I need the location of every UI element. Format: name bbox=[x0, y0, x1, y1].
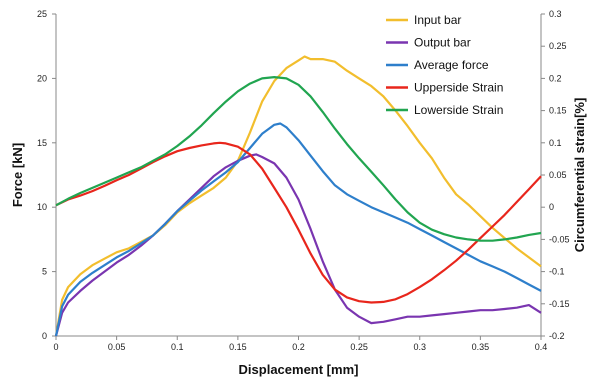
legend-label-output-bar: Output bar bbox=[414, 36, 471, 50]
y-tick-label: 20 bbox=[37, 73, 47, 83]
y-tick-label: 10 bbox=[37, 202, 47, 212]
x-tick-label: 0.15 bbox=[229, 342, 247, 352]
output-bar-line bbox=[54, 153, 542, 337]
average-force-line bbox=[54, 122, 542, 337]
y-right-tick-label: 0.15 bbox=[549, 106, 567, 116]
y-right-axis-title: Circumferential strain[%] bbox=[572, 98, 587, 253]
y-tick-label: 0 bbox=[42, 331, 47, 341]
y-right-axis-ticks: -0.2 -0.15 -0.1 -0.05 0 0.05 0.1 0.15 0.2 0.25 0.3 bbox=[541, 9, 570, 341]
x-tick-label: 0.25 bbox=[350, 342, 368, 352]
y-tick-label: 25 bbox=[37, 9, 47, 19]
y-tick-label: 5 bbox=[42, 267, 47, 277]
legend-label-average-force: Average force bbox=[414, 58, 489, 72]
legend-label-upperside-strain: Upperside Strain bbox=[414, 81, 503, 95]
y-right-tick-label: 0 bbox=[549, 202, 554, 212]
y-right-tick-label: -0.15 bbox=[549, 299, 570, 309]
x-tick-label: 0.05 bbox=[108, 342, 126, 352]
y-axis-title: Force [kN] bbox=[10, 143, 25, 207]
upperside-strain-line bbox=[55, 141, 542, 304]
y-right-tick-label: 0.3 bbox=[549, 9, 562, 19]
y-right-tick-label: 0.1 bbox=[549, 138, 562, 148]
x-tick-label: 0 bbox=[53, 342, 58, 352]
y-right-tick-label: 0.05 bbox=[549, 170, 567, 180]
y-right-tick-label: -0.1 bbox=[549, 267, 565, 277]
legend-label-input-bar: Input bar bbox=[414, 13, 461, 27]
legend-label-lowerside-strain: Lowerside Strain bbox=[414, 103, 503, 117]
lowerside-strain-line bbox=[55, 76, 542, 242]
legend: Input bar Output bar Average force Uppersid… bbox=[386, 13, 503, 117]
y-right-tick-label: -0.05 bbox=[549, 234, 570, 244]
x-axis-title: Displacement [mm] bbox=[239, 362, 359, 377]
y-right-tick-label: 0.2 bbox=[549, 73, 562, 83]
y-right-tick-label: -0.2 bbox=[549, 331, 565, 341]
x-axis-ticks: 0 0.05 0.1 0.15 0.2 0.25 0.3 0.35 0.4 bbox=[53, 336, 547, 352]
input-bar-line bbox=[54, 55, 542, 337]
x-tick-label: 0.2 bbox=[292, 342, 305, 352]
y-tick-label: 15 bbox=[37, 138, 47, 148]
y-right-tick-label: 0.25 bbox=[549, 41, 567, 51]
y-axis-ticks: 0 5 10 15 20 25 bbox=[37, 9, 56, 341]
series-lines bbox=[54, 55, 542, 337]
x-tick-label: 0.35 bbox=[472, 342, 490, 352]
x-tick-label: 0.1 bbox=[171, 342, 184, 352]
x-tick-label: 0.3 bbox=[413, 342, 426, 352]
x-tick-label: 0.4 bbox=[535, 342, 548, 352]
